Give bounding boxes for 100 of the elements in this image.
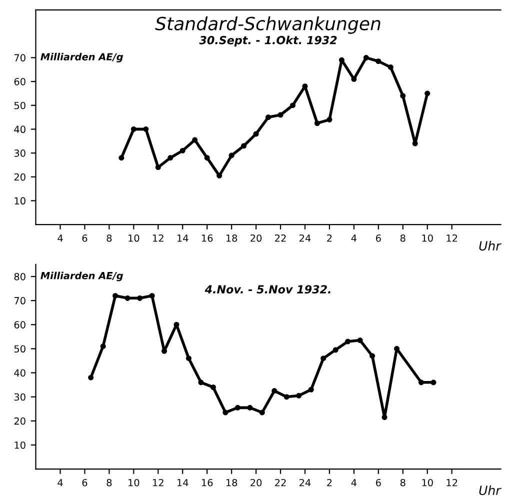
- point: [112, 292, 118, 299]
- point: [412, 140, 418, 146]
- y-tick-label: 10: [14, 441, 26, 449]
- point: [430, 380, 436, 386]
- x-tick-label: 10: [128, 234, 140, 242]
- point: [192, 137, 198, 143]
- y-tick-label: 70: [14, 54, 26, 62]
- point: [290, 102, 296, 108]
- x-tick-label: 8: [106, 478, 112, 486]
- point: [388, 64, 394, 70]
- x-tick-label: 12: [153, 478, 164, 486]
- x-tick-label: 4: [351, 479, 356, 486]
- y-tick-label: 10: [14, 197, 26, 205]
- point: [345, 338, 351, 344]
- x-tick-label: 2: [327, 478, 332, 486]
- text: 30.Sept. - 1.Okt. 1932: [199, 36, 337, 46]
- x-tick-label: 6: [376, 478, 381, 486]
- x-tick-label: 2: [327, 234, 332, 242]
- point: [418, 380, 424, 386]
- x-tick-label: 14: [177, 234, 188, 242]
- y-tick-label: 50: [14, 102, 26, 110]
- x-tick-label: 10: [422, 234, 433, 242]
- x-axis-title: Uhr: [479, 485, 502, 496]
- point: [326, 116, 332, 122]
- x-tick-label: 10: [422, 478, 433, 486]
- point: [363, 54, 369, 60]
- point: [228, 152, 234, 158]
- point: [308, 386, 314, 392]
- point: [149, 292, 155, 299]
- x-tick-label: 8: [400, 478, 406, 486]
- point: [314, 120, 320, 126]
- point: [137, 295, 143, 301]
- point: [376, 58, 382, 64]
- y-tick-label: 30: [14, 150, 26, 157]
- point: [253, 131, 259, 137]
- x-tick-label: 8: [106, 234, 112, 242]
- point: [272, 388, 278, 394]
- y-axis-title: Milliarden AE/g: [40, 52, 123, 62]
- point: [382, 414, 388, 420]
- point: [351, 76, 357, 82]
- point: [296, 392, 302, 398]
- x-tick-label: 6: [82, 234, 88, 242]
- x-tick-label: 6: [82, 478, 88, 486]
- x-tick-label: 20: [250, 234, 262, 242]
- x-axis-title: Uhr: [479, 240, 502, 251]
- point: [210, 384, 216, 390]
- x-tick-label: 22: [275, 478, 286, 486]
- x-tick-label: 22: [275, 234, 286, 242]
- point: [394, 346, 400, 352]
- point: [216, 172, 222, 178]
- point: [222, 410, 228, 416]
- point: [186, 356, 192, 362]
- point: [424, 90, 430, 96]
- y-axis-title: Milliarden AE/g: [40, 272, 123, 282]
- point: [234, 404, 240, 410]
- point: [180, 148, 186, 154]
- point: [259, 410, 265, 416]
- y-tick-label: 30: [14, 393, 26, 401]
- point: [100, 344, 106, 350]
- y-tick-label: 50: [14, 345, 26, 353]
- x-tick-label: 10: [128, 478, 140, 486]
- point: [204, 155, 210, 161]
- y-tick-label: 60: [14, 321, 26, 328]
- point: [357, 338, 363, 344]
- point: [284, 394, 290, 400]
- point: [278, 112, 284, 118]
- point: [247, 404, 253, 410]
- x-tick-label: 16: [202, 478, 213, 486]
- point: [168, 155, 174, 161]
- chart-title: Standard-Schwankungen: [155, 16, 380, 34]
- point: [124, 295, 130, 301]
- point: [155, 164, 161, 170]
- point: [320, 356, 326, 362]
- x-tick-label: 24: [300, 478, 311, 486]
- point: [118, 155, 124, 161]
- point: [332, 347, 338, 353]
- x-tick-label: 4: [351, 234, 356, 242]
- y-tick-label: 20: [14, 173, 26, 181]
- x-tick-label: 4: [58, 234, 63, 242]
- y-tick-label: 40: [14, 369, 26, 377]
- x-tick-label: 8: [400, 234, 406, 242]
- point: [130, 126, 136, 132]
- x-tick-label: 14: [177, 479, 188, 486]
- y-tick-label: 80: [14, 272, 26, 280]
- x-tick-label: 12: [153, 234, 164, 242]
- y-tick-label: 60: [14, 78, 26, 86]
- point: [400, 93, 406, 99]
- x-tick-label: 20: [250, 478, 262, 486]
- x-tick-label: 24: [300, 234, 311, 242]
- x-tick-label: 18: [226, 478, 238, 486]
- y-tick-label: 40: [14, 126, 26, 134]
- point: [338, 57, 344, 63]
- point: [370, 353, 376, 359]
- x-tick-label: 4: [58, 479, 63, 486]
- text: 4.Nov. - 5.Nov 1932.: [204, 285, 330, 294]
- point: [265, 114, 272, 120]
- x-tick-label: 6: [376, 234, 381, 242]
- y-tick-label: 20: [14, 417, 26, 425]
- x-tick-label: 18: [226, 234, 238, 242]
- y-tick-label: 70: [14, 297, 26, 304]
